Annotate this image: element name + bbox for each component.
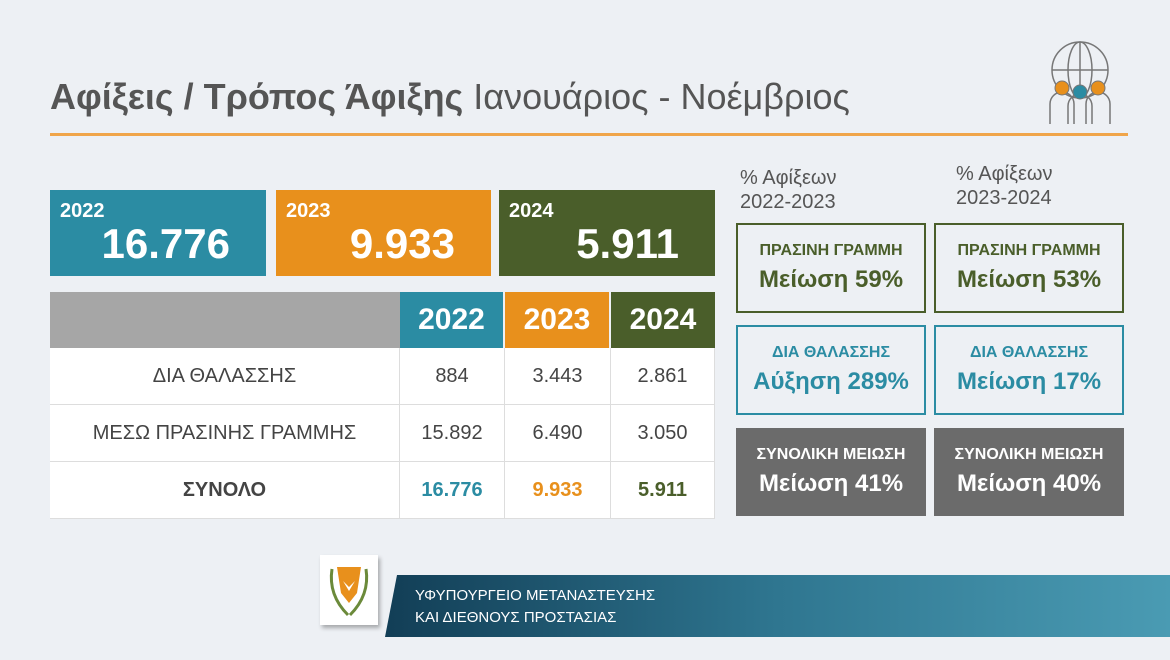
box-value: Μείωση 40% — [956, 470, 1102, 497]
table-header-2024: 2024 — [611, 292, 715, 348]
total-box-2022-2023: ΣΥΝΟΛΙΚΗ ΜΕΙΩΣΗ Μείωση 41% — [736, 428, 926, 516]
heading-line: % Αφίξεων — [740, 167, 837, 189]
cell: 2.861 — [611, 348, 715, 405]
heading-line: 2022-2023 — [740, 191, 836, 213]
box-label: ΔΙΑ ΘΑΛΑΣΣΗΣ — [969, 344, 1089, 361]
green-line-box-2022-2023: ΠΡΑΣΙΝΗ ΓΡΑΜΜΗ Μείωση 59% — [736, 223, 926, 313]
row-label: ΔΙΑ ΘΑΛΑΣΣΗΣ — [50, 348, 400, 405]
box-value: Μείωση 17% — [956, 368, 1102, 395]
cell: 16.776 — [400, 462, 505, 519]
kpi-year: 2023 — [286, 200, 331, 222]
table-row-total: ΣΥΝΟΛΟ 16.776 9.933 5.911 — [50, 462, 715, 519]
kpi-value: 5.911 — [576, 220, 679, 267]
title-bold: Αφίξεις / Τρόπος Άφιξης — [50, 76, 464, 117]
row-label: ΣΥΝΟΛΟ — [50, 462, 400, 519]
sea-box-2023-2024: ΔΙΑ ΘΑΛΑΣΣΗΣ Μείωση 17% — [934, 325, 1124, 415]
kpi-2022: 2022 16.776 — [50, 190, 266, 276]
table-header-2022: 2022 — [400, 292, 503, 348]
box-value: Μείωση 53% — [956, 266, 1102, 293]
cell: 15.892 — [400, 405, 505, 462]
kpi-value: 9.933 — [349, 220, 455, 267]
row-label: ΜΕΣΩ ΠΡΑΣΙΝΗΣ ΓΡΑΜΜΗΣ — [50, 405, 400, 462]
box-label: ΣΥΝΟΛΙΚΗ ΜΕΙΩΣΗ — [756, 446, 906, 463]
table-header-blank — [50, 292, 400, 348]
cell: 5.911 — [611, 462, 715, 519]
box-label: ΣΥΝΟΛΙΚΗ ΜΕΙΩΣΗ — [954, 446, 1104, 463]
divider — [50, 133, 1128, 136]
cell: 9.933 — [505, 462, 611, 519]
box-label: ΔΙΑ ΘΑΛΑΣΣΗΣ — [771, 344, 891, 361]
heading-line: 2023-2024 — [956, 187, 1052, 209]
ministry-banner: ΥΦΥΠΟΥΡΓΕΙΟ ΜΕΤΑΝΑΣΤΕΥΣΗΣ ΚΑΙ ΔΙΕΘΝΟΥΣ ΠΡ… — [385, 575, 1170, 637]
cell: 6.490 — [505, 405, 611, 462]
kpi-year: 2024 — [509, 200, 554, 222]
box-value: Μείωση 41% — [758, 470, 904, 497]
cell: 3.050 — [611, 405, 715, 462]
kpi-value: 16.776 — [101, 220, 230, 267]
total-box-2023-2024: ΣΥΝΟΛΙΚΗ ΜΕΙΩΣΗ Μείωση 40% — [934, 428, 1124, 516]
table-row: ΜΕΣΩ ΠΡΑΣΙΝΗΣ ΓΡΑΜΜΗΣ 15.892 6.490 3.050 — [50, 405, 715, 462]
cell: 884 — [400, 348, 505, 405]
ministry-name-line1: ΥΦΥΠΟΥΡΓΕΙΟ ΜΕΤΑΝΑΣΤΕΥΣΗΣ — [415, 587, 656, 604]
box-label: ΠΡΑΣΙΝΗ ΓΡΑΜΜΗ — [759, 242, 903, 259]
box-label: ΠΡΑΣΙΝΗ ΓΡΑΜΜΗ — [957, 242, 1101, 259]
title-period: Ιανουάριος - Νοέμβριος — [473, 76, 850, 117]
sea-box-2022-2023: ΔΙΑ ΘΑΛΑΣΣΗΣ Αύξηση 289% — [736, 325, 926, 415]
comparison-heading-2022-2023: % Αφίξεων 2022-2023 — [740, 166, 836, 214]
heading-line: % Αφίξεων — [956, 163, 1053, 185]
box-value: Μείωση 59% — [758, 266, 904, 293]
table-row: ΔΙΑ ΘΑΛΑΣΣΗΣ 884 3.443 2.861 — [50, 348, 715, 405]
ministry-name-line2: ΚΑΙ ΔΙΕΘΝΟΥΣ ΠΡΟΣΤΑΣΙΑΣ — [415, 609, 617, 626]
cyprus-coat-of-arms-logo — [320, 555, 378, 625]
cell: 3.443 — [505, 348, 611, 405]
kpi-year: 2022 — [60, 200, 105, 222]
green-line-box-2023-2024: ΠΡΑΣΙΝΗ ΓΡΑΜΜΗ Μείωση 53% — [934, 223, 1124, 313]
comparison-heading-2023-2024: % Αφίξεων 2023-2024 — [956, 162, 1052, 210]
table-header-2023: 2023 — [505, 292, 609, 348]
globe-people-icon — [1049, 41, 1111, 124]
kpi-2024: 2024 5.911 — [499, 190, 715, 276]
kpi-2023: 2023 9.933 — [276, 190, 491, 276]
box-value: Αύξηση 289% — [753, 368, 909, 395]
data-table: ΔΙΑ ΘΑΛΑΣΣΗΣ 884 3.443 2.861 ΜΕΣΩ ΠΡΑΣΙΝΗΣ … — [50, 348, 715, 519]
page-title: Αφίξεις / Τρόπος Άφιξης Ιανουάριος - Νοέ… — [50, 76, 850, 118]
